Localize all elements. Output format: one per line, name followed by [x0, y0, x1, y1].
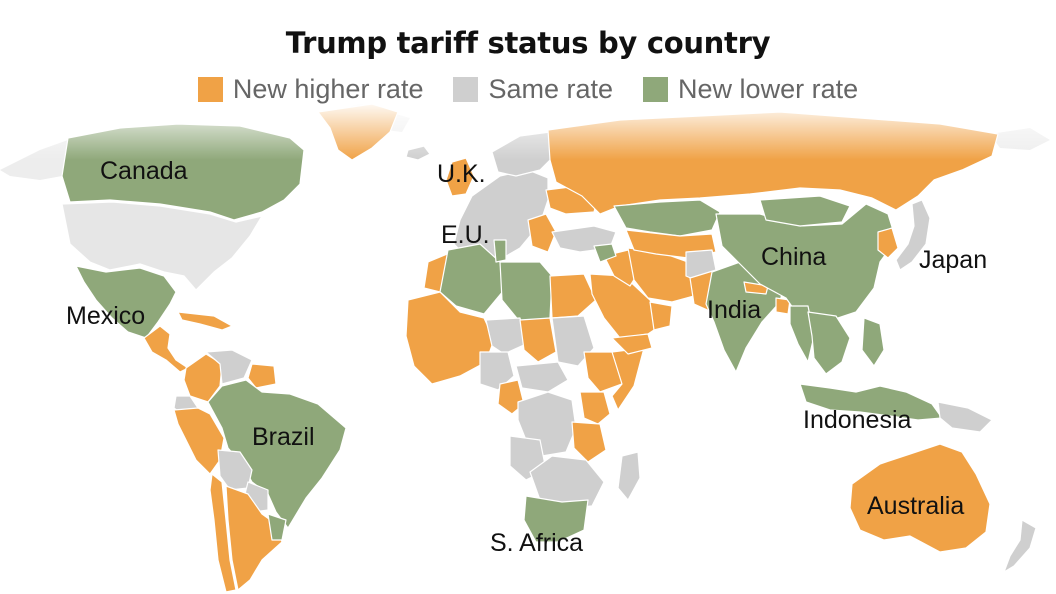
legend-label-same: Same rate: [488, 74, 614, 104]
label-canada: Canada: [100, 157, 188, 185]
label-australia: Australia: [867, 492, 965, 520]
country-balkans: [527, 213, 557, 253]
legend-swatch-same: [453, 77, 479, 102]
map-title: Trump tariff status by country: [285, 26, 771, 60]
legend-swatch-lower: [643, 77, 669, 102]
legend-item-lower: New lower rate: [643, 74, 858, 105]
label-india: India: [707, 296, 762, 324]
country-mongolia: [759, 195, 851, 227]
country-southeast-asia: [807, 311, 851, 375]
label-china: China: [761, 243, 827, 271]
country-chad: [519, 317, 557, 363]
label-mexico: Mexico: [66, 302, 146, 330]
country-peru: [173, 407, 225, 475]
label-uk: U.K.: [437, 160, 486, 188]
country-kazakhstan: [613, 199, 721, 237]
country-syria: [593, 243, 617, 263]
country-kenya: [579, 391, 611, 425]
country-libya: [499, 261, 553, 323]
country-caribbean-islands: [177, 311, 233, 331]
country-central-america: [143, 325, 189, 373]
country-japan: [895, 199, 931, 271]
country-chile: [209, 473, 237, 593]
country-korea: [877, 227, 899, 259]
country-myanmar: [789, 305, 815, 363]
legend-label-higher: New higher rate: [232, 74, 424, 104]
country-colombia: [183, 353, 223, 403]
country-tanzania: [571, 421, 607, 463]
label-indonesia: Indonesia: [803, 406, 912, 434]
legend-item-same: Same rate: [453, 74, 613, 105]
legend-item-higher: New higher rate: [197, 74, 424, 105]
country-south-africa: [523, 495, 589, 543]
country-oman: [649, 301, 673, 331]
label-brazil: Brazil: [252, 423, 315, 451]
country-united-states: [61, 201, 263, 291]
country-bangladesh: [775, 297, 791, 315]
top-fade-overlay: [0, 100, 1056, 160]
label-japan: Japan: [919, 246, 988, 274]
country-australia: [849, 443, 991, 553]
legend-label-lower: New lower rate: [678, 74, 859, 104]
country-papua-new-guinea: [937, 401, 993, 433]
country-niger: [485, 317, 527, 355]
country-guyana: [247, 363, 277, 389]
country-tunisia: [493, 239, 507, 263]
legend-swatch-higher: [197, 77, 223, 102]
country-egypt: [549, 273, 597, 319]
country-argentina: [225, 485, 283, 591]
country-philippines: [861, 317, 885, 367]
label-south-africa: S. Africa: [490, 529, 584, 557]
country-mexico: [75, 265, 177, 339]
country-yemen: [611, 333, 653, 355]
country-china: [715, 203, 897, 323]
country-madagascar: [617, 451, 641, 501]
country-central-africa: [515, 361, 569, 393]
country-new-zealand: [1003, 519, 1037, 573]
label-eu: E.U.: [441, 221, 490, 249]
country-venezuela: [205, 349, 253, 385]
country-uruguay: [267, 513, 287, 541]
legend: New higher rate Same rate New lower rate: [0, 74, 1056, 105]
